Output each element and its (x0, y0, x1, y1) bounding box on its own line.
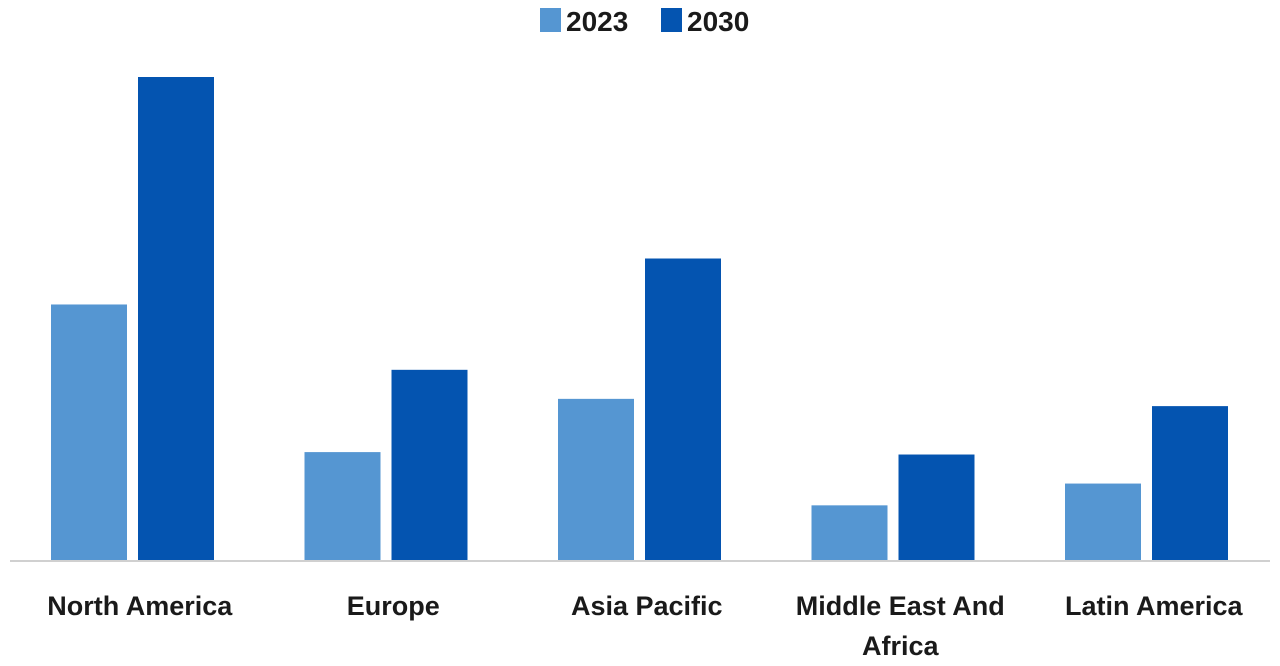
bars (51, 77, 1228, 561)
bar-2030-europe (391, 369, 468, 561)
bar-2023-north-america (51, 304, 127, 561)
category-label: Asia Pacific (571, 591, 723, 621)
bar-2023-middle-east-and-africa (811, 505, 888, 561)
legend-swatch-2030 (661, 8, 682, 32)
legend-label-2030: 2030 (687, 6, 749, 37)
legend-label-2023: 2023 (566, 6, 628, 37)
bar-2030-asia-pacific (645, 258, 721, 561)
bar-2030-middle-east-and-africa (898, 454, 975, 561)
bar-2023-asia-pacific (558, 398, 634, 561)
category-label: Europe (347, 591, 440, 621)
category-label: Middle East And Africa (796, 591, 1005, 661)
legend: 2023 2030 (540, 6, 749, 37)
category-label: Latin America (1065, 591, 1244, 621)
legend-swatch-2023 (540, 8, 561, 32)
bar-2030-north-america (138, 77, 214, 561)
category-label: North America (47, 591, 233, 621)
bar-2030-latin-america (1152, 406, 1228, 561)
bar-2023-europe (304, 452, 381, 561)
bar-2023-latin-america (1065, 483, 1141, 561)
category-labels: North America Europe Asia Pacific Middle Ea… (47, 591, 1243, 661)
